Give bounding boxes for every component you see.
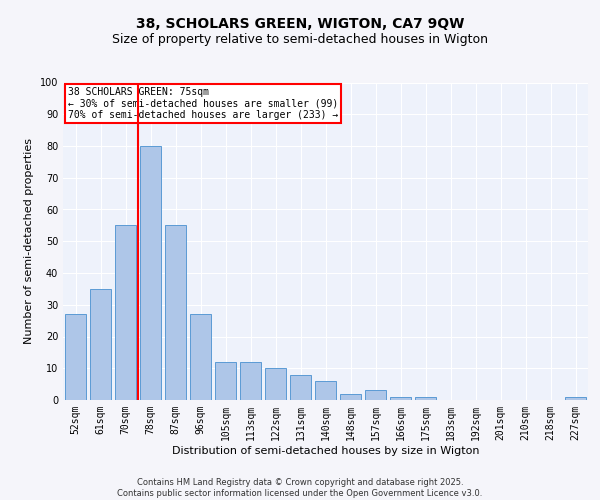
Bar <box>565 397 586 400</box>
Bar <box>365 390 386 400</box>
Bar <box>415 397 436 400</box>
X-axis label: Distribution of semi-detached houses by size in Wigton: Distribution of semi-detached houses by … <box>172 446 479 456</box>
Bar <box>215 362 236 400</box>
Bar <box>390 397 411 400</box>
Text: Contains HM Land Registry data © Crown copyright and database right 2025.
Contai: Contains HM Land Registry data © Crown c… <box>118 478 482 498</box>
Bar <box>165 226 186 400</box>
Text: 38 SCHOLARS GREEN: 75sqm
← 30% of semi-detached houses are smaller (99)
70% of s: 38 SCHOLARS GREEN: 75sqm ← 30% of semi-d… <box>68 88 338 120</box>
Text: Size of property relative to semi-detached houses in Wigton: Size of property relative to semi-detach… <box>112 32 488 46</box>
Bar <box>65 314 86 400</box>
Bar <box>90 289 111 400</box>
Bar <box>265 368 286 400</box>
Bar <box>115 226 136 400</box>
Text: 38, SCHOLARS GREEN, WIGTON, CA7 9QW: 38, SCHOLARS GREEN, WIGTON, CA7 9QW <box>136 18 464 32</box>
Bar <box>290 374 311 400</box>
Bar <box>240 362 261 400</box>
Bar <box>340 394 361 400</box>
Y-axis label: Number of semi-detached properties: Number of semi-detached properties <box>24 138 34 344</box>
Bar <box>190 314 211 400</box>
Bar <box>315 381 336 400</box>
Bar <box>140 146 161 400</box>
